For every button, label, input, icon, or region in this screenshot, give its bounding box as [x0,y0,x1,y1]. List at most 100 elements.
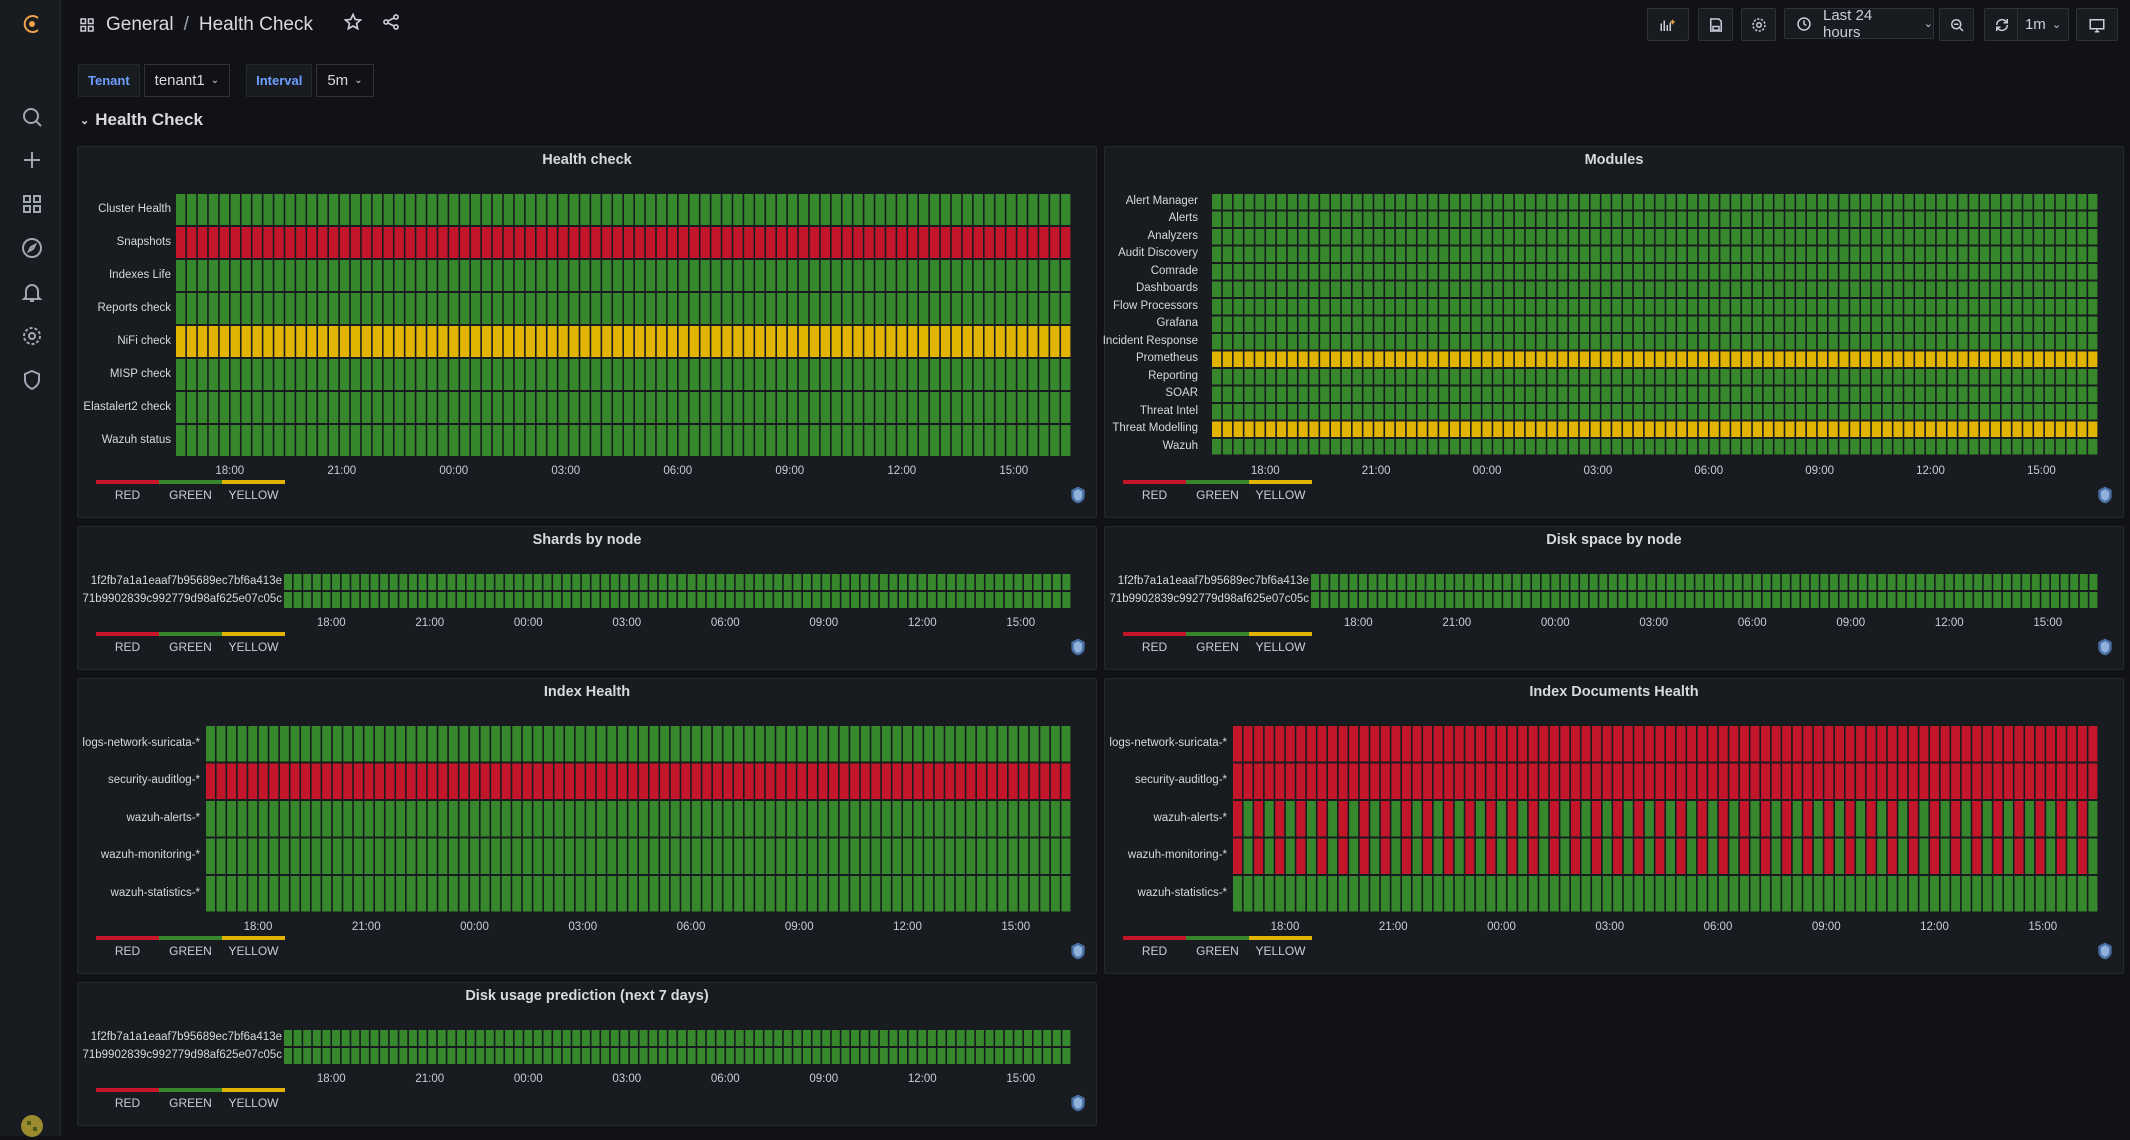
status-cell[interactable] [639,1048,648,1064]
status-cell[interactable] [176,194,186,225]
status-cell[interactable] [416,227,426,258]
status-cell[interactable] [903,838,912,875]
status-cell[interactable] [2077,246,2087,263]
status-cell[interactable] [197,425,208,456]
status-cell[interactable] [1861,229,1871,245]
status-cell[interactable] [1882,386,1892,403]
status-cell[interactable] [1940,763,1950,800]
status-cell[interactable] [886,392,896,423]
status-cell[interactable] [208,260,219,291]
status-cell[interactable] [1309,281,1319,298]
status-cell[interactable] [575,838,585,875]
status-cell[interactable] [543,838,553,875]
status-cell[interactable] [1493,386,1503,403]
status-cell[interactable] [1465,763,1475,800]
status-cell[interactable] [1407,574,1416,590]
status-cell[interactable] [1623,211,1633,228]
legend-item[interactable]: GREEN [159,632,222,654]
status-cell[interactable] [1845,726,1855,762]
status-cell[interactable] [485,574,494,590]
status-cell[interactable] [328,425,339,456]
status-cell[interactable] [1558,334,1568,350]
status-cell[interactable] [525,326,535,357]
status-cell[interactable] [241,293,251,324]
status-cell[interactable] [1954,574,1963,590]
status-cell[interactable] [394,359,404,390]
status-cell[interactable] [1698,264,1708,280]
status-cell[interactable] [1374,351,1384,368]
status-cell[interactable] [842,425,852,456]
status-cell[interactable] [1330,246,1341,263]
status-cell[interactable] [565,801,575,837]
status-cell[interactable] [1397,592,1406,608]
status-cell[interactable] [1718,763,1728,800]
status-cell[interactable] [1522,592,1531,608]
status-cell[interactable] [460,293,470,324]
status-cell[interactable] [591,194,601,225]
status-cell[interactable] [274,392,284,423]
status-cell[interactable] [1882,264,1892,280]
status-cell[interactable] [1785,404,1795,420]
status-cell[interactable] [343,801,353,837]
status-cell[interactable] [1426,574,1435,590]
status-cell[interactable] [639,801,648,837]
status-cell[interactable] [476,574,485,590]
status-cell[interactable] [1785,369,1795,385]
status-cell[interactable] [649,876,659,912]
status-cell[interactable] [1233,264,1243,280]
status-cell[interactable] [1612,334,1622,350]
status-cell[interactable] [1590,351,1600,368]
status-cell[interactable] [1482,404,1492,420]
status-cell[interactable] [1497,838,1506,875]
status-cell[interactable] [1729,763,1739,800]
status-cell[interactable] [279,838,289,875]
status-cell[interactable] [1395,299,1406,315]
status-cell[interactable] [1743,592,1752,608]
status-cell[interactable] [586,838,596,875]
status-cell[interactable] [383,194,393,225]
status-cell[interactable] [1947,264,1957,280]
status-cell[interactable] [1698,404,1708,420]
status-cell[interactable] [219,194,230,225]
status-cell[interactable] [1522,574,1531,590]
status-cell[interactable] [1328,838,1338,875]
status-cell[interactable] [2003,876,2013,912]
status-cell[interactable] [899,592,908,608]
status-cell[interactable] [1644,763,1654,800]
status-cell[interactable] [1568,229,1579,245]
status-cell[interactable] [1417,316,1427,333]
status-cell[interactable] [712,838,722,875]
status-cell[interactable] [613,392,623,423]
status-cell[interactable] [1370,876,1380,912]
status-cell[interactable] [2044,439,2055,455]
status-cell[interactable] [1525,316,1535,333]
status-cell[interactable] [984,260,994,291]
status-cell[interactable] [733,260,743,291]
status-cell[interactable] [1868,574,1877,590]
status-cell[interactable] [2056,838,2066,875]
status-cell[interactable] [1233,876,1242,912]
status-cell[interactable] [831,1048,840,1064]
status-cell[interactable] [1763,194,1773,210]
status-cell[interactable] [1222,281,1233,298]
status-cell[interactable] [1417,369,1427,385]
status-cell[interactable] [1685,574,1694,590]
status-cell[interactable] [711,227,721,258]
status-cell[interactable] [841,1048,850,1064]
status-cell[interactable] [1439,281,1449,298]
status-cell[interactable] [1475,726,1485,762]
status-cell[interactable] [1320,404,1330,420]
status-cell[interactable] [553,1030,562,1046]
status-cell[interactable] [1233,421,1243,438]
status-cell[interactable] [1904,194,1914,210]
status-cell[interactable] [995,293,1005,324]
status-cell[interactable] [1407,592,1416,608]
status-cell[interactable] [1742,211,1752,228]
status-cell[interactable] [1475,838,1485,875]
status-cell[interactable] [744,194,754,225]
status-cell[interactable] [681,726,691,762]
status-cell[interactable] [1536,281,1546,298]
status-cell[interactable] [908,1048,917,1064]
status-cell[interactable] [1417,246,1427,263]
status-cell[interactable] [2088,386,2098,403]
